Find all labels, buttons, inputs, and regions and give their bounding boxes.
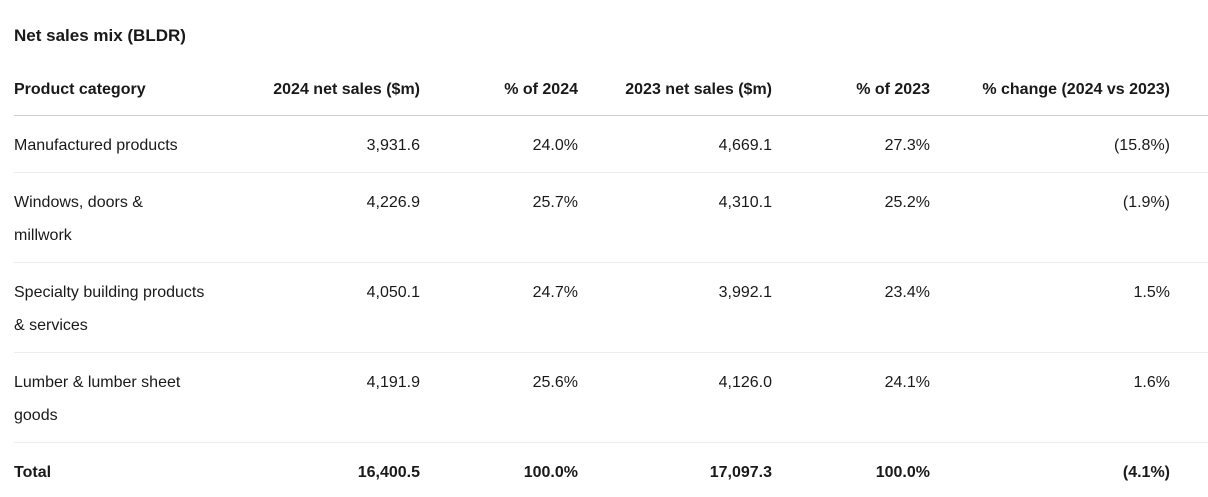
cell-2023-net-sales: 4,669.1 [578, 115, 772, 173]
cell-pct-of-2023: 27.3% [772, 115, 930, 173]
cell-2024-net-sales: 4,050.1 [207, 262, 420, 353]
cell-product-category: Lumber & lumber sheet goods [14, 352, 207, 443]
cell-product-category: Manufactured products [14, 115, 207, 173]
column-header-pct-of-2024: % of 2024 [420, 47, 578, 116]
cell-pct-change: 1.5% [930, 262, 1208, 353]
cell-product-category: Windows, doors & millwork [14, 172, 207, 263]
category-line: & services [14, 317, 88, 334]
cell-product-category: Specialty building products & services [14, 262, 207, 353]
column-header-product-category: Product category [14, 47, 207, 116]
table-row: Lumber & lumber sheet goods 4,191.9 25.6… [14, 352, 1208, 443]
table-row: Windows, doors & millwork 4,226.9 25.7% … [14, 172, 1208, 263]
category-line: Manufactured products [14, 137, 178, 154]
category-line: Lumber & lumber sheet [14, 374, 181, 391]
cell-2024-net-sales: 4,191.9 [207, 352, 420, 443]
cell-pct-of-2023: 24.1% [772, 352, 930, 443]
cell-pct-of-2024: 25.7% [420, 172, 578, 263]
cell-2023-net-sales: 4,126.0 [578, 352, 772, 443]
cell-pct-change: (1.9%) [930, 172, 1208, 263]
column-header-2024-net-sales: 2024 net sales ($m) [207, 47, 420, 116]
table-row: Specialty building products & services 4… [14, 262, 1208, 353]
cell-pct-of-2023: 100.0% [875, 464, 930, 481]
cell-pct-change: (4.1%) [1122, 464, 1170, 481]
column-header-2023-net-sales: 2023 net sales ($m) [578, 47, 772, 116]
cell-pct-of-2024: 24.0% [420, 115, 578, 173]
category-line: millwork [14, 227, 72, 244]
cell-pct-change: (15.8%) [930, 115, 1208, 173]
table-header-row: Product category 2024 net sales ($m) % o… [14, 47, 1208, 116]
net-sales-mix-table: Product category 2024 net sales ($m) % o… [14, 47, 1208, 497]
column-header-pct-of-2023: % of 2023 [772, 47, 930, 116]
cell-pct-of-2024: 25.6% [420, 352, 578, 443]
table-total-row: Total 16,400.5 100.0% 17,097.3 100.0% (4… [14, 443, 1208, 497]
cell-pct-of-2023: 23.4% [772, 262, 930, 353]
category-line: goods [14, 407, 58, 424]
cell-2024-net-sales: 3,931.6 [207, 115, 420, 173]
cell-pct-of-2023: 25.2% [772, 172, 930, 263]
table-row: Manufactured products 3,931.6 24.0% 4,66… [14, 115, 1208, 173]
cell-2024-net-sales: 4,226.9 [207, 172, 420, 263]
cell-2024-net-sales: 16,400.5 [357, 464, 420, 481]
cell-pct-of-2024: 100.0% [523, 464, 578, 481]
category-line: Windows, doors & [14, 194, 143, 211]
page-title: Net sales mix (BLDR) [14, 26, 186, 45]
column-header-pct-change: % change (2024 vs 2023) [930, 47, 1208, 116]
cell-pct-change: 1.6% [930, 352, 1208, 443]
cell-2023-net-sales: 17,097.3 [709, 464, 772, 481]
category-line: Specialty building products [14, 284, 205, 301]
cell-pct-of-2024: 24.7% [420, 262, 578, 353]
cell-product-category: Total [14, 464, 52, 481]
cell-2023-net-sales: 3,992.1 [578, 262, 772, 353]
cell-2023-net-sales: 4,310.1 [578, 172, 772, 263]
